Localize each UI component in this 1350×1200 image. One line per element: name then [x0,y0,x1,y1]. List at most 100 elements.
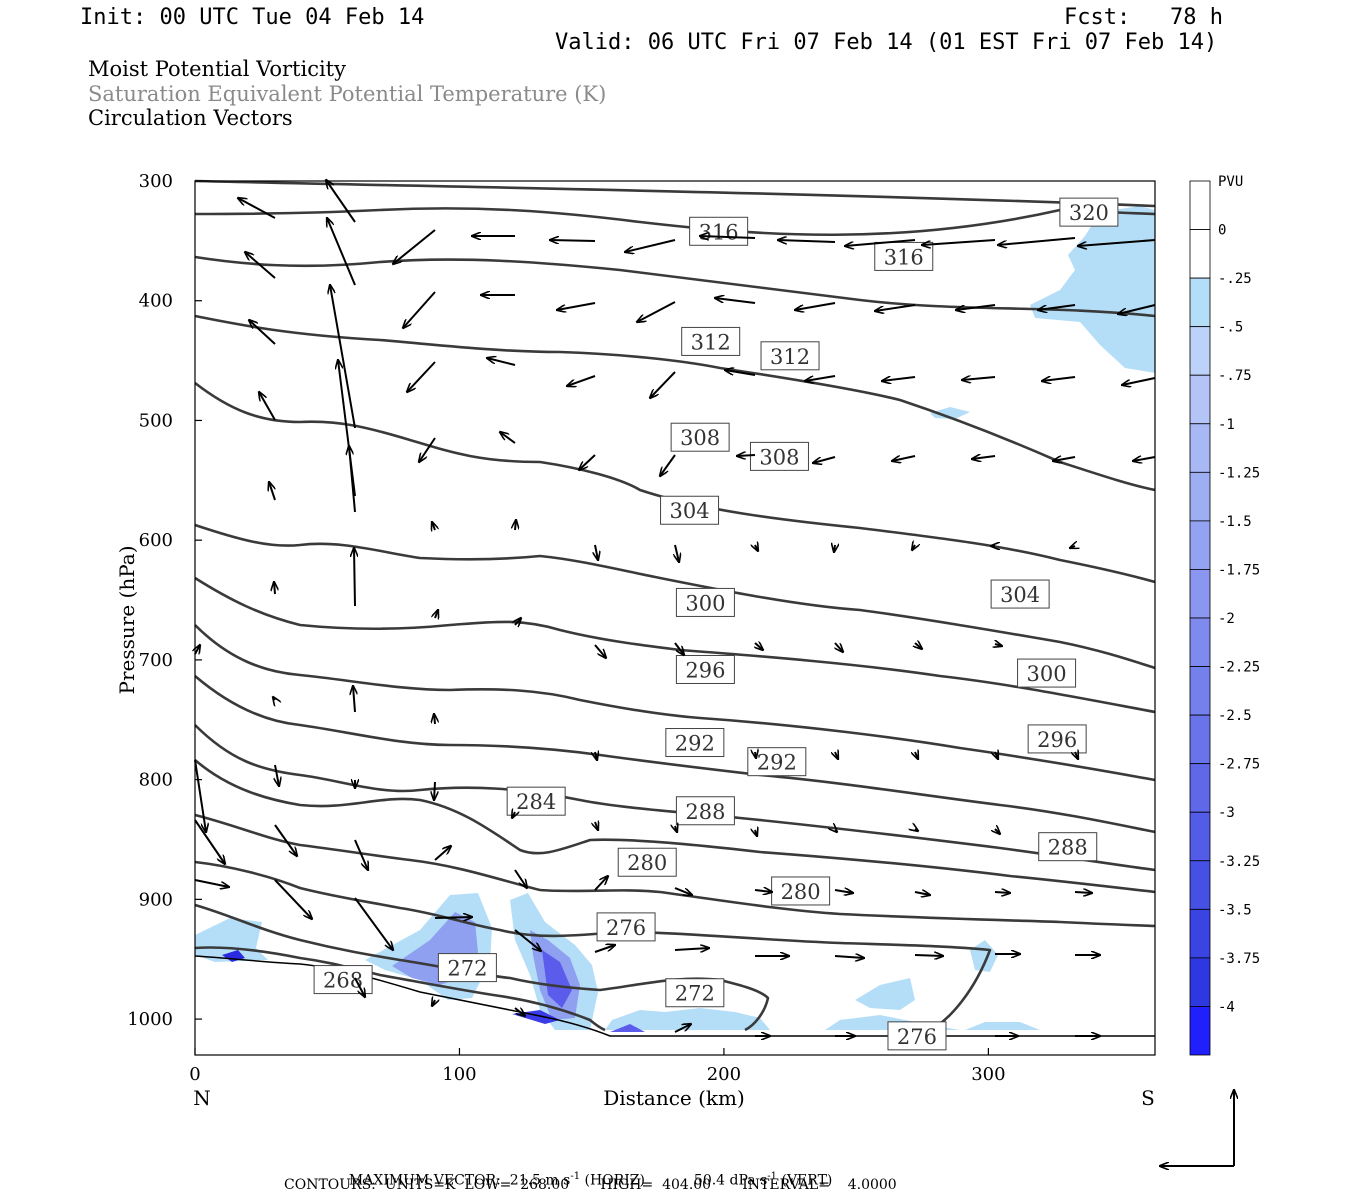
wind-vector [515,618,521,625]
theta-es-contours [194,179,1156,1037]
y-tick-label: 400 [139,291,173,312]
wind-vector [995,829,1000,834]
wind-vector [354,548,355,607]
contour-308 [194,381,1156,584]
wind-vector [594,644,606,658]
wind-vector [353,686,355,713]
pv-shade-bottom1 [605,1008,770,1030]
wind-vector [995,644,1002,646]
contour-276 [194,860,992,1032]
wind-vector [327,218,356,286]
pv-shade-upper-right [1030,206,1155,373]
max-vert-tag: (VERT) [781,1172,833,1189]
contour-label-box [887,1021,947,1051]
pv-shade-bottom5 [965,1022,1040,1030]
contour-label-box [596,912,656,942]
colorbar-label: -1 [1218,417,1235,433]
wind-vector [755,545,758,551]
contour-label-box [689,216,749,246]
wind-vector [995,752,998,759]
wind-vector [194,759,206,832]
x-tick-label: 200 [707,1064,741,1085]
pv-shade-small-upper [930,407,970,419]
wind-vector [835,830,837,832]
contour-label: 296 [685,658,725,682]
wind-vector [1078,239,1156,246]
wind-vector [274,879,312,919]
wind-vector [595,544,598,560]
colorbar-swatch [1189,957,1211,1007]
contour-labels: 320 316 316 312 312 308 308 304 304 300 300 296 296 2… [313,197,1119,1051]
max-vector-line: MAXIMUM VECTOR: 21.5 m s-1 (HORIZ) 50.4 … [340,1158,832,1188]
wind-vector [1075,752,1078,759]
max-vert-value: 50.4 dPa s [693,1172,768,1189]
contour-label: 320 [1069,201,1109,225]
contour-label: 304 [669,499,709,523]
contour-label: 316 [699,220,739,244]
colorbar-swatch [1189,326,1211,376]
contour-label-box [665,978,725,1008]
terrain-line [194,955,1155,1037]
wind-vector [557,302,596,310]
contour-label: 288 [685,800,725,824]
wind-vector [994,892,1010,893]
contour-label-box [660,495,720,525]
contour-label: 284 [516,790,556,814]
contour-324 [194,179,1156,208]
colorbar-label: -.25 [1218,271,1252,287]
contour-label-box [437,953,497,983]
wind-vector [882,377,916,381]
colorbar-label: -.5 [1218,320,1243,336]
contour-label: 276 [606,916,646,940]
wind-vector [675,544,679,562]
wind-vector [195,645,200,654]
wind-vector [725,370,756,376]
colorbar-label: -2.5 [1218,708,1252,724]
wind-vector [249,320,276,345]
wind-vector [700,236,756,238]
wind-vector [674,1024,691,1033]
contour-label-box [760,341,820,371]
x-tick-label: 300 [971,1064,1005,1085]
wind-vector [834,956,864,958]
wind-vector [1038,304,1076,310]
wind-vector [594,945,615,953]
contour-label: 292 [757,751,797,775]
circulation-vectors [194,180,1156,1036]
wind-vector [1042,377,1076,381]
pv-shade-low-right1-dark [542,950,572,1008]
y-axis: 300 400 500 600 700 800 900 1000 [127,171,202,1030]
wind-vector [194,819,225,864]
wind-vector [778,240,836,242]
contour-316 [194,255,1156,318]
colorbar-label: -3 [1218,805,1235,821]
contour-label: 300 [685,591,725,615]
contour-label-box [1027,724,1087,754]
contour-312 [194,314,1156,492]
pv-shading [195,206,1155,1032]
wind-vector [834,545,835,552]
wind-vector [274,582,275,595]
wind-vector [835,752,838,759]
colorbar-label: -2 [1218,611,1235,627]
pv-shade-bottom-dark4 [610,1024,645,1032]
contour-label-box [670,422,730,452]
colorbar-swatch [1189,763,1211,813]
wind-vector [330,285,356,429]
wind-vector [326,180,356,223]
x-axis-title: Distance (km) [603,1086,745,1110]
wind-vector [674,642,684,655]
colorbar-label: -3.25 [1218,854,1260,870]
wind-vector [512,812,515,818]
y-tick-label: 600 [139,530,173,551]
wind-vector [1118,304,1156,314]
wind-vector [434,781,435,800]
valid-time: Valid: 06 UTC Fri 07 Feb 14 (01 EST Fri … [555,30,1218,55]
colorbar-label: -1.5 [1218,514,1252,530]
colorbar-swatch [1189,860,1211,910]
x-tick-label: 100 [442,1064,476,1085]
wind-vector [650,371,676,398]
wind-vector [915,643,922,649]
title-vectors: Circulation Vectors [88,106,293,130]
